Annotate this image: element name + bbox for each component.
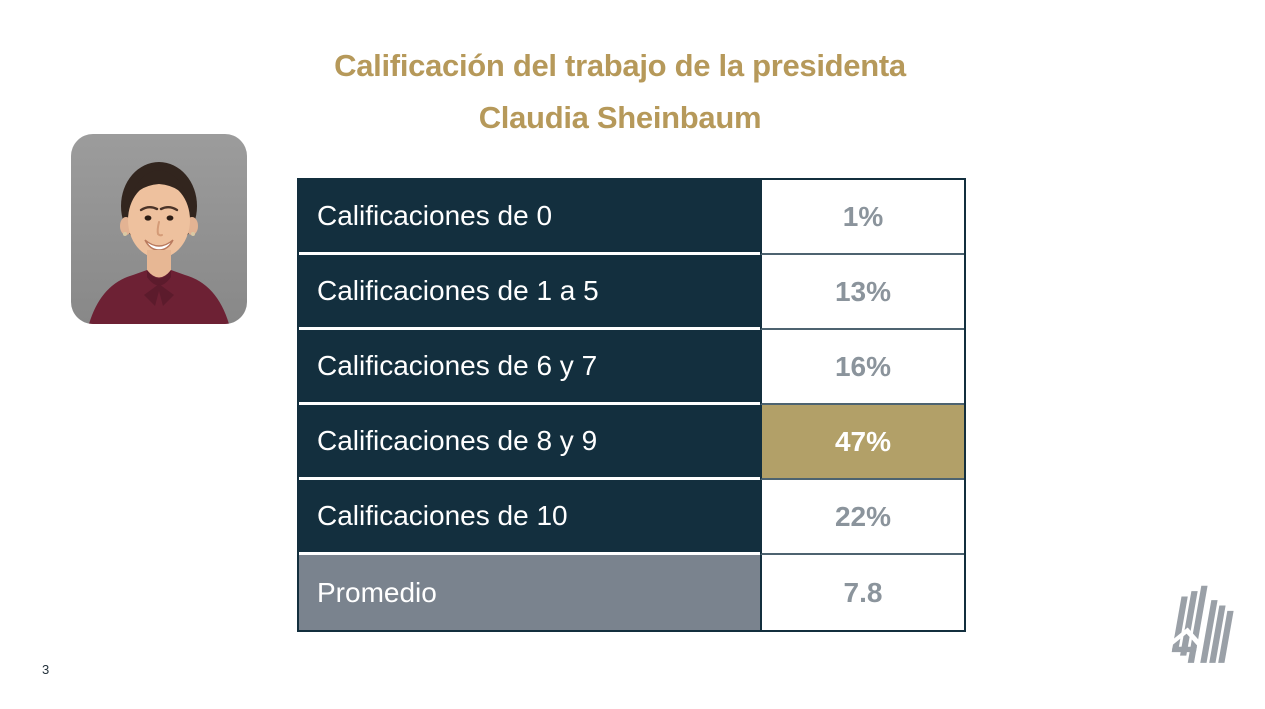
table-row: Calificaciones de 6 y 7 16% — [299, 330, 964, 405]
row-value: 22% — [760, 480, 964, 555]
table-row: Calificaciones de 10 22% — [299, 480, 964, 555]
brand-logo-icon — [1162, 584, 1252, 670]
row-label: Calificaciones de 8 y 9 — [299, 405, 760, 480]
table-row-highlighted: Calificaciones de 8 y 9 47% — [299, 405, 964, 480]
row-value: 13% — [760, 255, 964, 330]
logo-bars-icon — [1168, 585, 1234, 663]
row-label: Calificaciones de 0 — [299, 180, 760, 255]
row-label: Calificaciones de 10 — [299, 480, 760, 555]
row-value: 1% — [760, 180, 964, 255]
table-row-summary: Promedio 7.8 — [299, 555, 964, 630]
row-value-highlighted: 47% — [760, 405, 964, 480]
row-label: Calificaciones de 6 y 7 — [299, 330, 760, 405]
row-value: 16% — [760, 330, 964, 405]
row-value: 7.8 — [760, 555, 964, 630]
ratings-table: Calificaciones de 0 1% Calificaciones de… — [297, 178, 966, 632]
table-row: Calificaciones de 0 1% — [299, 180, 964, 255]
claudia-sheinbaum-photo — [71, 134, 247, 324]
table-row: Calificaciones de 1 a 5 13% — [299, 255, 964, 330]
row-label-summary: Promedio — [299, 555, 760, 630]
slide-title-line2: Claudia Sheinbaum — [478, 100, 762, 135]
page-number: 3 — [42, 662, 50, 677]
slide-title-line1: Calificación del trabajo de la president… — [334, 48, 906, 83]
row-label: Calificaciones de 1 a 5 — [299, 255, 760, 330]
slide-title: Calificación del trabajo de la president… — [0, 40, 1240, 144]
portrait-illustration — [71, 134, 247, 324]
